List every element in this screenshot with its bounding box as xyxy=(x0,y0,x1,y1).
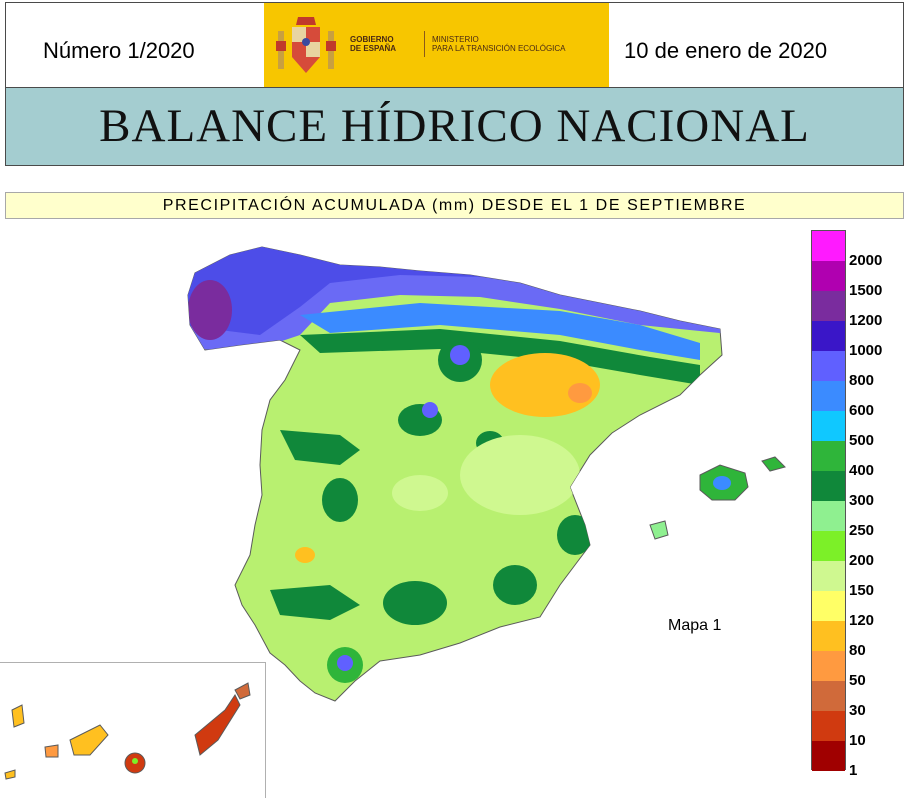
coat-of-arms-icon xyxy=(276,17,336,73)
canary-islands-inset-frame xyxy=(0,662,266,798)
legend-swatch-1 xyxy=(812,741,845,771)
legend-swatch-30 xyxy=(812,681,845,711)
logo-text-espana: DE ESPAÑA xyxy=(350,44,397,53)
legend-label-10: 10 xyxy=(849,732,866,749)
legend-swatch-600 xyxy=(812,381,845,411)
map-subtitle: PRECIPITACIÓN ACUMULADA (mm) DESDE EL 1 … xyxy=(162,197,747,214)
legend-label-120: 120 xyxy=(849,612,875,629)
legend-label-400: 400 xyxy=(849,462,875,479)
logo-divider xyxy=(424,31,425,57)
legend-label-500: 500 xyxy=(849,432,875,449)
issue-number: Número 1/2020 xyxy=(43,38,195,63)
legend-label-300: 300 xyxy=(849,492,875,509)
legend-swatch-250 xyxy=(812,501,845,531)
legend-label-30: 30 xyxy=(849,702,866,719)
logo-text-gobierno: GOBIERNO xyxy=(350,35,394,44)
legend-swatch-1500 xyxy=(812,261,845,291)
map-number-label: Mapa 1 xyxy=(668,617,722,634)
legend-label-80: 80 xyxy=(849,642,866,659)
header-bar: Número 1/2020 GOBIERNO DE ESPAÑA MINISTE… xyxy=(5,2,904,88)
logo-text-ministry-name: PARA LA TRANSICIÓN ECOLÓGICA xyxy=(432,44,566,53)
precipitation-legend: 2000 1500 1200 1000 800 600 500 400 300 250 200 150… xyxy=(811,230,908,778)
canary-islands xyxy=(4,682,251,780)
legend-swatch-1000 xyxy=(812,321,845,351)
peninsula-map xyxy=(187,246,723,702)
legend-label-50: 50 xyxy=(849,672,866,689)
legend-swatch-120 xyxy=(812,591,845,621)
issue-date: 10 de enero de 2020 xyxy=(624,38,828,63)
legend-swatch-1200 xyxy=(812,291,845,321)
legend-swatch-10 xyxy=(812,711,845,741)
legend-label-250: 250 xyxy=(849,522,875,539)
legend-label-1: 1 xyxy=(849,762,858,779)
logo-text-ministerio: MINISTERIO xyxy=(432,35,479,44)
legend-label-1200: 1200 xyxy=(849,312,883,329)
legend-swatch-400 xyxy=(812,441,845,471)
legend-swatch-50 xyxy=(812,651,845,681)
legend-swatch-800 xyxy=(812,351,845,381)
precipitation-map xyxy=(4,246,786,780)
legend-color-bar xyxy=(811,230,846,771)
legend-label-2000: 2000 xyxy=(849,252,883,269)
legend-label-200: 200 xyxy=(849,552,875,569)
legend-label-1000: 1000 xyxy=(849,342,883,359)
legend-label-150: 150 xyxy=(849,582,875,599)
legend-swatch-2000 xyxy=(812,231,845,261)
legend-label-1500: 1500 xyxy=(849,282,883,299)
legend-swatch-200 xyxy=(812,531,845,561)
title-banner: BALANCE HÍDRICO NACIONAL xyxy=(5,87,904,166)
subtitle-banner: PRECIPITACIÓN ACUMULADA (mm) DESDE EL 1 … xyxy=(5,192,904,219)
legend-swatch-80 xyxy=(812,621,845,651)
legend-swatch-300 xyxy=(812,471,845,501)
legend-label-800: 800 xyxy=(849,372,875,389)
government-logo: GOBIERNO DE ESPAÑA MINISTERIO PARA LA TR… xyxy=(264,3,609,88)
legend-swatch-500 xyxy=(812,411,845,441)
page-title: BALANCE HÍDRICO NACIONAL xyxy=(99,100,810,152)
legend-label-600: 600 xyxy=(849,402,875,419)
legend-swatch-150 xyxy=(812,561,845,591)
balearic-islands xyxy=(649,456,786,540)
